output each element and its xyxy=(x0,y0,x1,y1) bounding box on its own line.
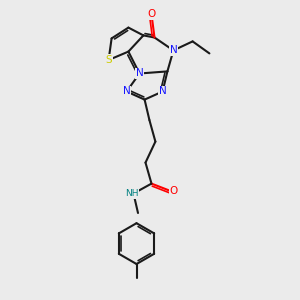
Text: NH: NH xyxy=(125,189,139,198)
Text: O: O xyxy=(147,9,156,20)
Text: S: S xyxy=(105,55,112,65)
Text: N: N xyxy=(169,45,177,56)
Text: N: N xyxy=(123,86,130,97)
Text: N: N xyxy=(136,68,143,79)
Text: O: O xyxy=(170,186,178,197)
Text: N: N xyxy=(159,86,167,97)
